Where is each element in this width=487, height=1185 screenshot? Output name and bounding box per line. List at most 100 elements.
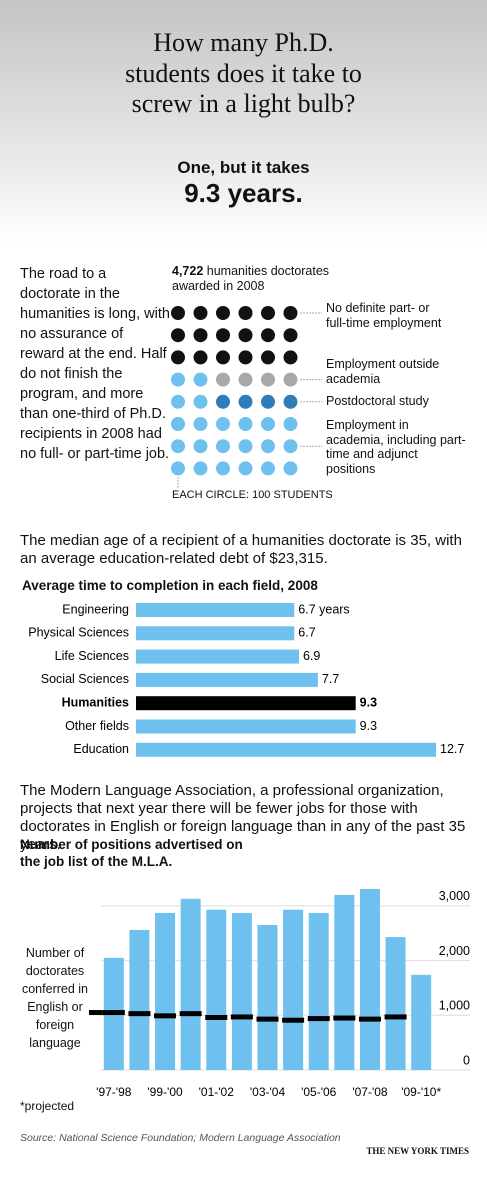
waffle-circle: [261, 417, 275, 431]
marker: [256, 1016, 279, 1022]
waffle-circle: [238, 394, 253, 409]
waffle-circle: [216, 372, 230, 387]
title: How many Ph.D.: [153, 28, 334, 57]
answer: 9.3 years.: [184, 178, 303, 208]
waffle-circle: [238, 461, 253, 476]
waffle-circle: [261, 328, 275, 343]
waffle-circle: [171, 394, 185, 409]
waffle-title: 4,722 humanities doctorates awarded in 2…: [172, 264, 352, 294]
legend-connector: [89, 1010, 103, 1016]
waffle-circle: [238, 306, 253, 320]
waffle-circle: [193, 372, 208, 387]
value-label: 6.7 years: [298, 602, 349, 616]
marker: [384, 1014, 407, 1020]
column-title-line: the job list of the M.L.A.: [20, 854, 173, 869]
waffle-circle: [216, 461, 230, 476]
marker: [333, 1015, 356, 1021]
waffle-circle: [283, 439, 298, 454]
x-tick-label: '97-'98: [96, 1085, 132, 1099]
bar: [136, 626, 295, 641]
bar: [257, 925, 278, 1070]
bar: [129, 929, 150, 1070]
y-tick-label: 0: [463, 1053, 470, 1067]
x-tick-label: '01-'02: [199, 1085, 235, 1099]
legend-label: Postdoctoral study: [326, 394, 429, 408]
marker: [205, 1014, 228, 1020]
x-tick-label: '09-'10*: [401, 1085, 441, 1099]
waffle-circle: [193, 394, 208, 409]
waffle-circle: [193, 306, 208, 320]
legend-label: Number of doctorates conferred in Englis…: [21, 946, 88, 1050]
category-label: Other fields: [65, 719, 129, 733]
header-band: [0, 0, 487, 245]
credit: THE NEW YORK TIMES: [366, 1146, 469, 1156]
category-label: Education: [73, 742, 129, 756]
waffle-circle: [238, 439, 253, 454]
marker: [307, 1016, 330, 1022]
waffle-circle: [283, 394, 298, 409]
bar: [206, 909, 227, 1070]
bar: [359, 888, 380, 1070]
waffle-circle: [216, 306, 230, 320]
waffle-circle: [216, 350, 230, 365]
bar: [136, 603, 295, 617]
waffle-circle: [283, 461, 298, 476]
category-label: Physical Sciences: [28, 626, 129, 640]
waffle-circle: [238, 350, 253, 365]
waffle-circle: [216, 417, 230, 431]
waffle-title-text: humanities doctorates awarded in 2008: [172, 264, 330, 293]
waffle-circle: [171, 461, 185, 476]
waffle-note: EACH CIRCLE: 100 STUDENTS: [172, 489, 333, 501]
bar: [180, 898, 201, 1070]
waffle-circle: [171, 372, 185, 387]
bar: [385, 937, 406, 1070]
waffle-circle: [283, 350, 298, 365]
waffle-circle: [261, 350, 275, 365]
waffle-circle: [238, 328, 253, 343]
waffle-circle: [283, 306, 298, 320]
bar: [136, 649, 299, 664]
waffle-circle: [261, 439, 275, 454]
value-label: 12.7: [440, 742, 464, 756]
waffle-circle: [193, 417, 208, 431]
value-label: 9.3: [360, 695, 377, 709]
bar: [155, 912, 176, 1070]
waffle-circle: [283, 328, 298, 343]
waffle-circle: [238, 417, 253, 431]
waffle-circle: [283, 372, 298, 387]
bar: [136, 742, 436, 757]
category-label: Humanities: [62, 695, 129, 709]
waffle-circle: [216, 439, 230, 454]
waffle-circle: [193, 328, 208, 343]
marker: [179, 1011, 202, 1017]
marker: [282, 1017, 305, 1023]
waffle-circle: [283, 417, 298, 431]
marker: [128, 1011, 151, 1017]
subtitle: One, but it takes: [177, 158, 310, 177]
bar: [136, 672, 318, 687]
value-label: 6.9: [303, 649, 320, 663]
waffle-title-number: 4,722: [172, 264, 204, 278]
category-label: Life Sciences: [55, 649, 129, 663]
waffle-circle: [193, 461, 208, 476]
y-tick-label: 2,000: [439, 944, 470, 958]
bar: [283, 909, 304, 1070]
x-tick-label: '03-'04: [250, 1085, 286, 1099]
legend-label: Employment outside academia: [326, 357, 440, 386]
bar: [334, 894, 355, 1070]
waffle-circle: [261, 394, 275, 409]
waffle-circle: [216, 394, 230, 409]
x-tick-label: '07-'08: [352, 1085, 388, 1099]
waffle-circle: [193, 350, 208, 365]
category-label: Engineering: [62, 602, 129, 616]
footnote: *projected: [20, 1099, 75, 1113]
column-title-line: Number of positions advertised on: [20, 837, 243, 852]
marker: [358, 1016, 381, 1022]
waffle-circle: [216, 328, 230, 343]
value-label: 7.7: [322, 672, 339, 686]
category-label: Social Sciences: [41, 672, 129, 686]
marker: [102, 1010, 125, 1016]
waffle-circle: [261, 461, 275, 476]
